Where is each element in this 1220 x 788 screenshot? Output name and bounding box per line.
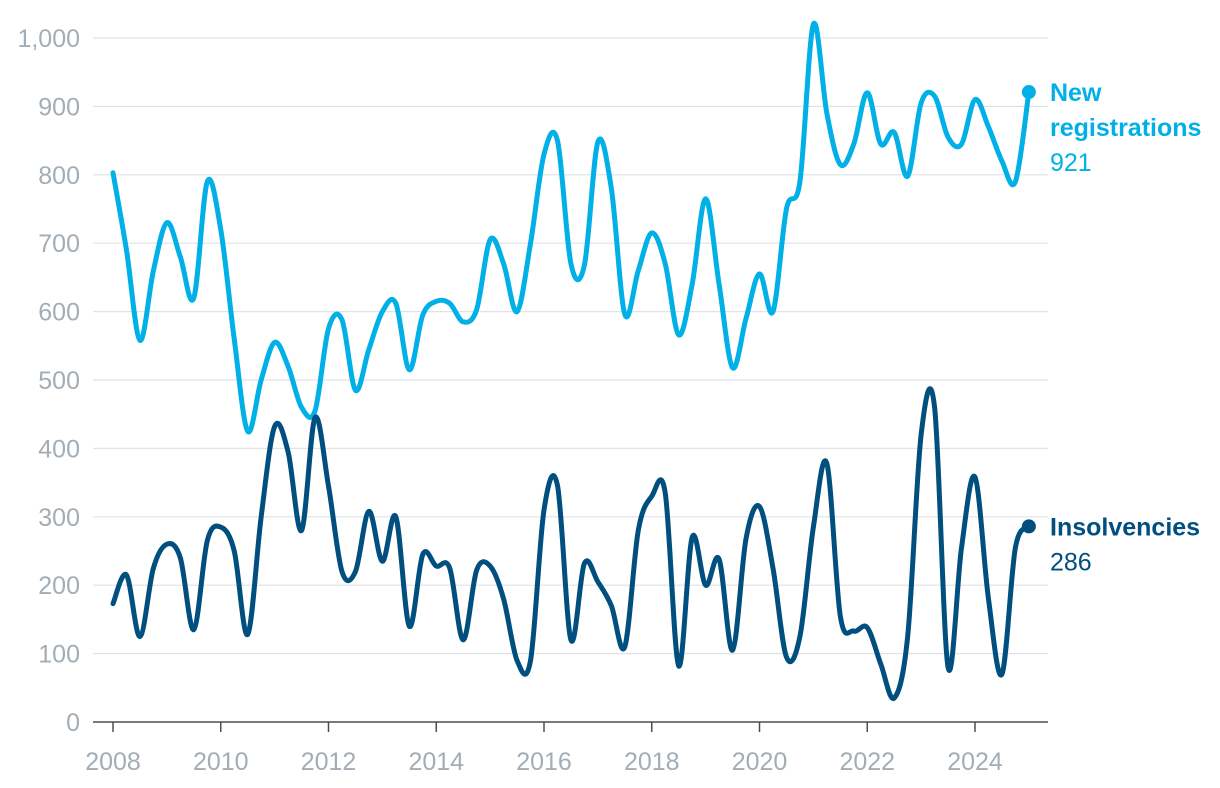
x-tick-label: 2022 xyxy=(839,748,895,776)
series-value-label: 286 xyxy=(1050,548,1092,576)
series-line-insolvencies xyxy=(110,386,1032,701)
series-lines xyxy=(110,20,1036,701)
x-tick-label: 2016 xyxy=(516,748,572,776)
series-name-label: Insolvencies xyxy=(1050,513,1200,541)
x-tick-label: 2012 xyxy=(301,748,357,776)
series-line-new-registrations xyxy=(110,20,1032,435)
end-point-new-registrations xyxy=(1021,85,1036,100)
y-tick-label: 0 xyxy=(66,709,80,737)
y-tick-label: 900 xyxy=(38,93,80,121)
x-tick-label: 2010 xyxy=(193,748,249,776)
x-tick-label: 2018 xyxy=(624,748,680,776)
x-tick-label: 2024 xyxy=(947,748,1003,776)
y-tick-label: 600 xyxy=(38,299,80,327)
end-labels: New registrations 921 Insolvencies 286 xyxy=(1050,79,1201,576)
series-name-label: New registrations xyxy=(1050,79,1201,142)
x-tick-label: 2014 xyxy=(408,748,464,776)
x-axis: 2008 2010 2012 2014 2016 2018 2020 2022 2024 xyxy=(85,721,1048,776)
x-tick-label: 2008 xyxy=(85,748,141,776)
y-tick-label: 200 xyxy=(38,572,80,600)
y-tick-label: 100 xyxy=(38,641,80,669)
y-tick-label: 1,000 xyxy=(17,25,80,53)
y-tick-label: 500 xyxy=(38,367,80,395)
y-tick-label: 400 xyxy=(38,435,80,463)
y-tick-label: 700 xyxy=(38,230,80,258)
series-value-label: 921 xyxy=(1050,149,1092,177)
x-tick-label: 2020 xyxy=(732,748,788,776)
y-tick-label: 800 xyxy=(38,162,80,190)
end-point-insolvencies xyxy=(1021,519,1036,534)
y-tick-label: 300 xyxy=(38,504,80,532)
y-axis: 0 100 200 300 400 500 600 700 800 900 1,000 xyxy=(17,25,80,737)
